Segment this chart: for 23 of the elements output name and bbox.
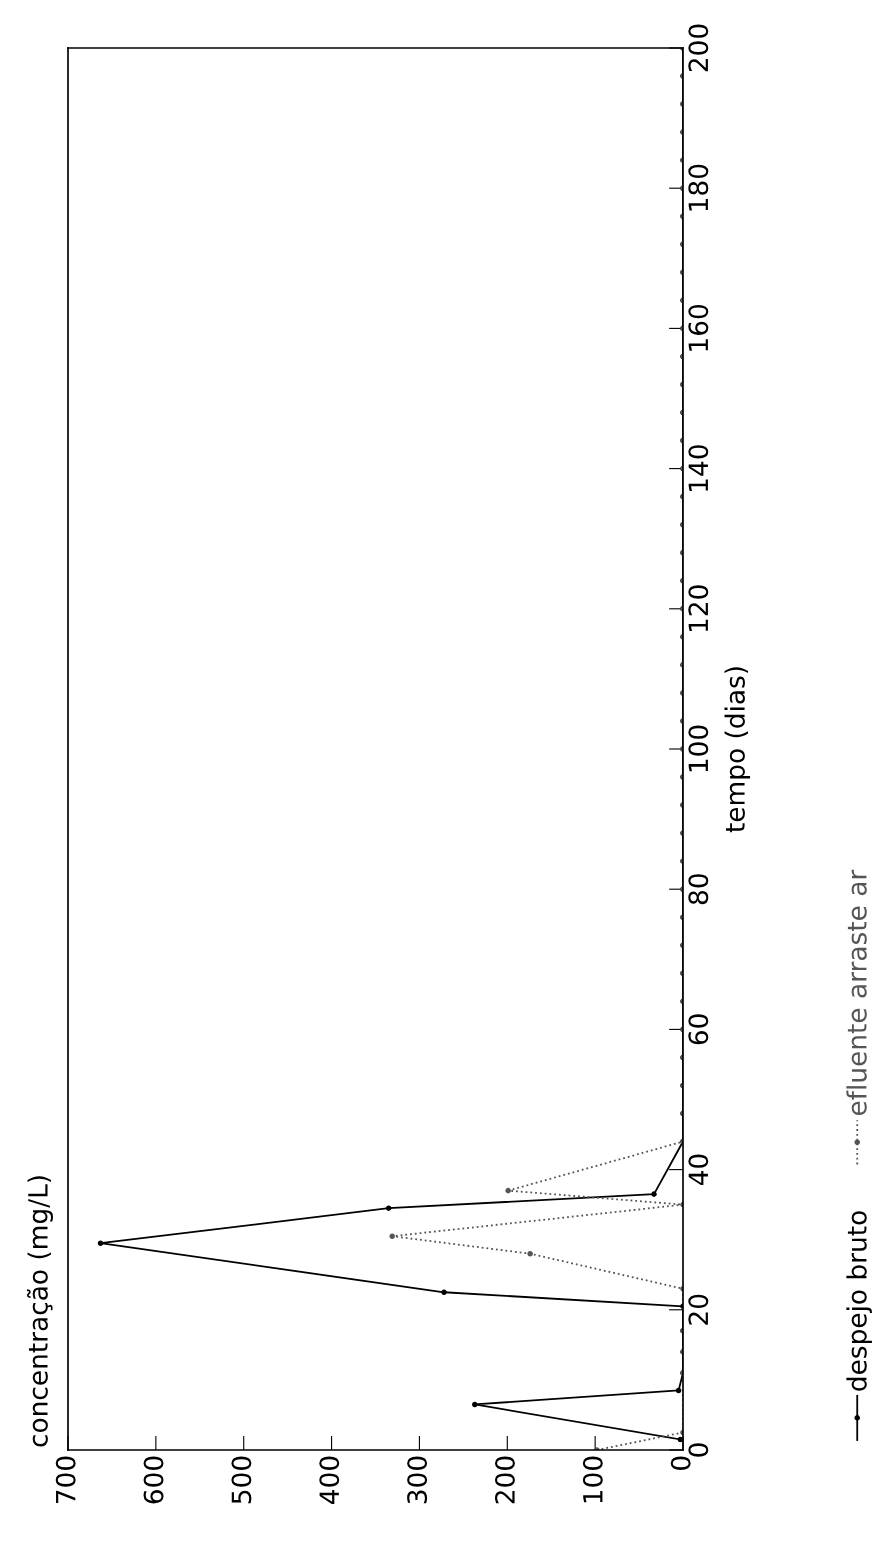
y-tick-label: 0 [688, 1443, 709, 1457]
y-tick-label: 60 [688, 1014, 709, 1045]
y-tick-label: 200 [688, 24, 709, 72]
y-tick-label: 140 [688, 445, 709, 491]
x-tick-label: 600 [143, 1456, 164, 1504]
text: despejo bruto [846, 1211, 872, 1391]
text: efluente arraste ar [846, 869, 867, 1116]
x-tick-label: 0 [670, 1456, 691, 1470]
y-tick-label: 40 [688, 1154, 709, 1186]
y-tick-label: 120 [688, 585, 709, 632]
x-tick-label: 300 [407, 1456, 428, 1504]
x-tick-label: 100 [582, 1456, 603, 1503]
y-tick-label: 100 [688, 725, 709, 772]
x-tick-label: 400 [319, 1456, 340, 1504]
text: concentração (mg/L) [27, 1176, 53, 1447]
x-tick-label: 500 [231, 1456, 252, 1504]
x-tick-label: 700 [55, 1456, 76, 1504]
y-axis-title: tempo (dias) [724, 667, 751, 833]
y-tick-label: 80 [688, 874, 709, 905]
y-tick-label: 180 [688, 164, 709, 211]
y-tick-label: 20 [688, 1294, 709, 1325]
y-tick-label: 160 [688, 304, 709, 351]
x-tick-label: 200 [494, 1456, 515, 1504]
